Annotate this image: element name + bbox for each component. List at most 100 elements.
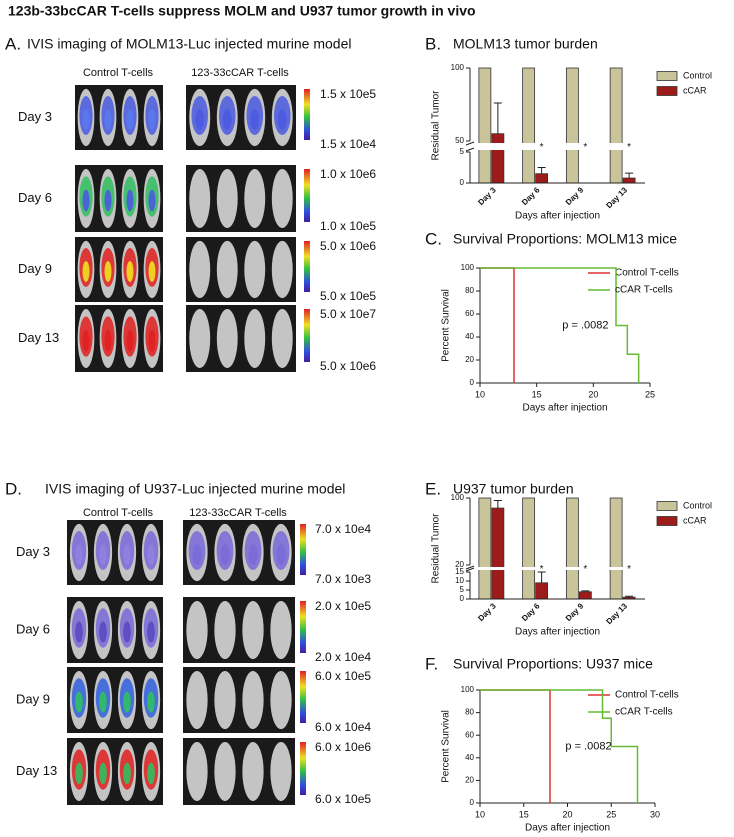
- panel-label: A.: [5, 34, 21, 53]
- column-header: Control T-cells: [83, 67, 154, 79]
- x-tick-label: Day 3: [476, 185, 498, 207]
- scale-max: 1.5 x 10e5: [320, 87, 376, 101]
- bar: [491, 133, 505, 184]
- y-tick-label: 100: [461, 685, 475, 694]
- x-tick-label: 30: [650, 809, 660, 819]
- bar: [522, 497, 536, 600]
- y-tick-label: 20: [465, 776, 474, 785]
- mouse: [216, 309, 238, 368]
- mouse: [186, 670, 208, 730]
- y-axis-title: Residual Tumor: [431, 90, 442, 161]
- scale-min: 6.0 x 10e5: [315, 792, 371, 806]
- y-tick-label: 60: [465, 309, 474, 318]
- signal: [123, 691, 131, 713]
- y-tick-label: 5: [460, 585, 465, 594]
- y-axis-title: Percent Survival: [441, 289, 452, 362]
- mouse: [189, 240, 211, 299]
- scale-min: 1.5 x 10e4: [320, 137, 376, 151]
- legend-swatch: [656, 501, 678, 511]
- panel-label: B.: [425, 34, 441, 53]
- legend-label: Control: [683, 500, 712, 510]
- chart-title: Survival Proportions: U937 mice: [453, 656, 653, 672]
- bar: [609, 67, 623, 184]
- signal: [126, 189, 134, 212]
- mouse: [271, 309, 293, 368]
- mouse: [216, 240, 238, 299]
- signal: [148, 109, 156, 130]
- signal: [250, 109, 260, 130]
- signal: [126, 261, 134, 282]
- bar: [478, 67, 492, 184]
- scale-min: 1.0 x 10e5: [320, 219, 376, 233]
- x-axis-title: Days after injection: [515, 211, 600, 222]
- day-label: Day 3: [16, 544, 50, 559]
- panel-label: E.: [425, 479, 441, 498]
- panel-label: C.: [425, 229, 442, 248]
- x-tick-label: Day 9: [564, 601, 586, 623]
- signal: [147, 691, 155, 713]
- bar: [622, 177, 636, 184]
- mouse: [244, 309, 266, 368]
- day-label: Day 3: [18, 109, 52, 124]
- signal: [276, 544, 286, 565]
- scale-min: 5.0 x 10e6: [320, 359, 376, 373]
- signal: [75, 762, 83, 785]
- y-tick-label: 40: [465, 332, 474, 341]
- error-bar: [493, 500, 502, 509]
- x-tick-label: 15: [519, 809, 529, 819]
- mouse: [189, 309, 211, 368]
- day-label: Day 13: [18, 330, 59, 345]
- x-tick-label: 10: [475, 389, 485, 399]
- scale-max: 6.0 x 10e6: [315, 740, 371, 754]
- chart-title: Survival Proportions: MOLM13 mice: [453, 231, 677, 247]
- survival-line: [480, 267, 640, 383]
- x-tick-label: Day 13: [604, 185, 629, 210]
- scale-max: 5.0 x 10e7: [320, 307, 376, 321]
- bar: [491, 507, 505, 600]
- column-header: Control T-cells: [83, 507, 154, 519]
- signal: [192, 544, 202, 565]
- x-tick-label: Day 6: [520, 601, 542, 623]
- signal: [104, 109, 112, 130]
- signal: [82, 329, 90, 352]
- scale-min: 7.0 x 10e3: [315, 572, 371, 586]
- color-bar: [304, 309, 310, 362]
- signal: [195, 109, 205, 130]
- significance: *: [540, 564, 544, 575]
- day-label: Day 9: [18, 261, 52, 276]
- signal: [147, 762, 155, 785]
- x-axis-title: Days after injection: [515, 627, 600, 638]
- signal: [75, 544, 83, 565]
- mouse: [186, 600, 208, 660]
- x-tick-label: 20: [562, 809, 572, 819]
- signal: [123, 544, 131, 565]
- x-tick-label: Day 9: [564, 185, 586, 207]
- y-tick-label: 10: [455, 576, 464, 585]
- panel-title: IVIS imaging of MOLM13-Luc injected muri…: [27, 36, 351, 52]
- bar: [478, 497, 492, 600]
- scale-max: 2.0 x 10e5: [315, 599, 371, 613]
- x-tick-label: 10: [475, 809, 485, 819]
- mouse: [186, 742, 208, 801]
- error-bar: [625, 595, 634, 598]
- significance: *: [627, 564, 631, 575]
- color-bar: [300, 742, 306, 795]
- scale-max: 1.0 x 10e6: [320, 167, 376, 181]
- y-tick-label: 5: [460, 147, 465, 156]
- error-bar: [537, 167, 546, 174]
- break-mark: [465, 141, 475, 152]
- y-tick-label: 100: [461, 263, 475, 272]
- scale-max: 7.0 x 10e4: [315, 522, 371, 536]
- signal: [277, 109, 287, 130]
- legend-swatch: [656, 86, 678, 96]
- panel-label: D.: [5, 479, 22, 498]
- signal: [82, 261, 90, 282]
- survival-line: [480, 267, 515, 383]
- scale-max: 6.0 x 10e5: [315, 669, 371, 683]
- y-tick-label: 100: [451, 493, 465, 502]
- mouse: [214, 670, 236, 730]
- x-tick-label: Day 13: [604, 601, 629, 626]
- y-tick-label: 0: [460, 594, 465, 603]
- x-axis-title: Days after injection: [525, 823, 610, 834]
- y-tick-label: 20: [465, 355, 474, 364]
